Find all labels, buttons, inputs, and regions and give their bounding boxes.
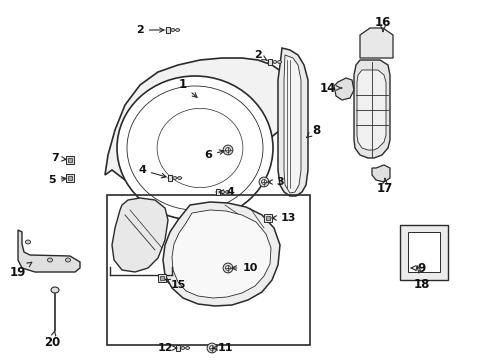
- Text: 18: 18: [413, 266, 429, 292]
- Ellipse shape: [170, 28, 174, 31]
- Ellipse shape: [25, 240, 30, 244]
- Bar: [399, 225, 447, 280]
- Bar: [167, 175, 172, 181]
- Polygon shape: [333, 78, 353, 100]
- Bar: [165, 27, 170, 33]
- Text: 15: 15: [164, 279, 185, 290]
- Ellipse shape: [47, 258, 52, 262]
- Polygon shape: [278, 48, 307, 196]
- Text: 13: 13: [271, 213, 295, 223]
- Text: 6: 6: [203, 150, 224, 160]
- Bar: [66, 156, 74, 164]
- Bar: [175, 345, 180, 351]
- Ellipse shape: [259, 177, 268, 187]
- Polygon shape: [284, 55, 301, 193]
- Ellipse shape: [207, 343, 217, 353]
- Ellipse shape: [176, 347, 180, 350]
- Bar: [66, 174, 74, 182]
- Ellipse shape: [277, 60, 281, 63]
- Ellipse shape: [223, 145, 232, 155]
- Polygon shape: [353, 60, 389, 158]
- Text: 3: 3: [267, 177, 283, 187]
- Ellipse shape: [65, 258, 70, 262]
- Text: 1: 1: [179, 78, 197, 97]
- Ellipse shape: [267, 60, 271, 63]
- Text: 11: 11: [213, 343, 232, 353]
- Text: 2: 2: [136, 25, 163, 35]
- Text: 7: 7: [51, 153, 66, 163]
- Ellipse shape: [168, 177, 172, 179]
- Ellipse shape: [272, 60, 276, 63]
- Text: 4: 4: [219, 187, 233, 197]
- Polygon shape: [356, 70, 385, 150]
- Ellipse shape: [172, 177, 177, 179]
- Ellipse shape: [185, 347, 189, 350]
- Text: 10: 10: [231, 263, 257, 273]
- Bar: [107, 195, 309, 345]
- Bar: [158, 274, 166, 282]
- Ellipse shape: [175, 28, 179, 31]
- Text: 9: 9: [410, 261, 425, 274]
- Bar: [265, 216, 269, 220]
- Bar: [215, 189, 220, 195]
- Ellipse shape: [223, 263, 232, 273]
- Ellipse shape: [181, 347, 184, 350]
- Polygon shape: [105, 58, 291, 196]
- Bar: [160, 276, 163, 280]
- Ellipse shape: [51, 287, 59, 293]
- Bar: [68, 158, 72, 162]
- Polygon shape: [112, 198, 168, 272]
- Ellipse shape: [216, 190, 220, 193]
- Polygon shape: [172, 210, 270, 298]
- Polygon shape: [359, 28, 392, 58]
- Ellipse shape: [117, 76, 272, 220]
- Polygon shape: [163, 202, 280, 306]
- Polygon shape: [18, 230, 80, 272]
- Bar: [68, 176, 72, 180]
- Text: 12: 12: [157, 343, 176, 353]
- Text: 8: 8: [306, 123, 320, 138]
- Ellipse shape: [165, 28, 170, 31]
- Bar: [267, 59, 272, 65]
- Polygon shape: [371, 165, 389, 182]
- Text: 2: 2: [254, 50, 266, 60]
- Text: 20: 20: [44, 330, 60, 348]
- Text: 4: 4: [138, 165, 166, 178]
- Text: 19: 19: [10, 262, 32, 279]
- Text: 17: 17: [376, 179, 392, 194]
- Text: 14: 14: [319, 81, 341, 94]
- Ellipse shape: [225, 190, 229, 193]
- Bar: [263, 214, 272, 222]
- Ellipse shape: [221, 190, 224, 193]
- Text: 16: 16: [374, 15, 390, 31]
- Text: 5: 5: [48, 175, 66, 185]
- Ellipse shape: [177, 177, 181, 179]
- Bar: [407, 232, 439, 272]
